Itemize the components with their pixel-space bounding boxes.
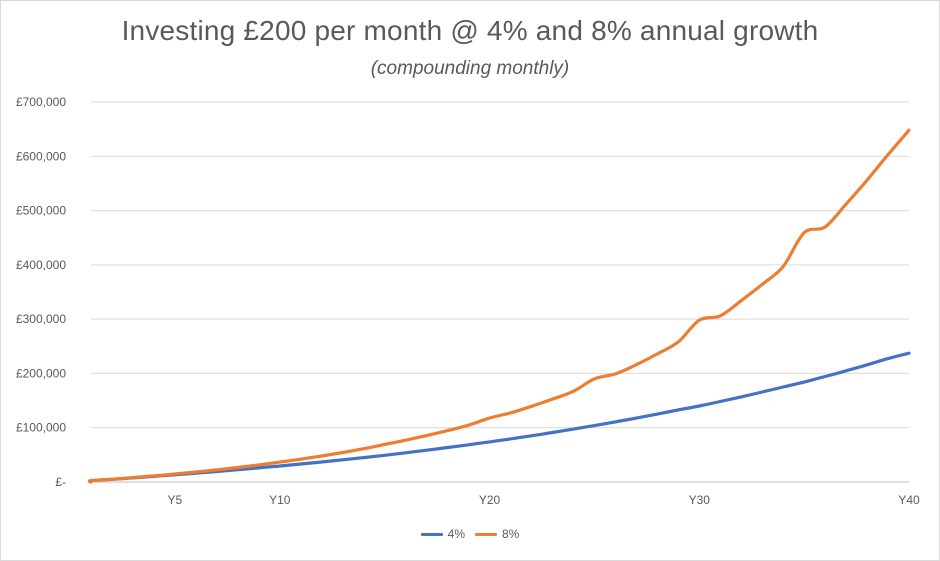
- y-tick-label: £400,000: [16, 258, 66, 272]
- series-line-4pct: [87, 351, 911, 484]
- y-tick-label: £200,000: [16, 366, 66, 380]
- y-tick-label: £700,000: [16, 95, 66, 109]
- legend-item: 4%: [420, 527, 465, 541]
- legend-swatch: [475, 532, 497, 536]
- legend-label: 4%: [447, 527, 465, 541]
- y-tick-label: £500,000: [16, 204, 66, 218]
- y-tick-label: £100,000: [16, 421, 66, 435]
- series-lines: [87, 128, 911, 484]
- gridlines: [91, 101, 909, 483]
- series-line-8pct: [87, 128, 911, 484]
- x-tick-label: Y40: [898, 493, 920, 507]
- x-tick-label: Y30: [689, 493, 711, 507]
- x-tick-label: Y20: [479, 493, 501, 507]
- y-tick-label: £600,000: [16, 149, 66, 163]
- legend: 4% 8%: [1, 527, 939, 541]
- x-axis: Y5 Y10 Y20 Y30 Y40: [168, 493, 920, 507]
- y-tick-label: £-: [55, 475, 66, 489]
- x-tick-label: Y10: [269, 493, 291, 507]
- legend-label: 8%: [502, 527, 520, 541]
- chart-subtitle: (compounding monthly): [370, 58, 570, 79]
- legend-swatch: [420, 532, 443, 536]
- y-axis: £- £100,000 £200,000 £300,000 £400,000 £500,0…: [16, 95, 66, 489]
- legend-item: 8%: [475, 527, 519, 541]
- chart-title: Investing £200 per month @ 4% and 8% ann…: [121, 15, 819, 46]
- x-tick-label: Y5: [168, 493, 183, 507]
- y-tick-label: £300,000: [16, 312, 66, 326]
